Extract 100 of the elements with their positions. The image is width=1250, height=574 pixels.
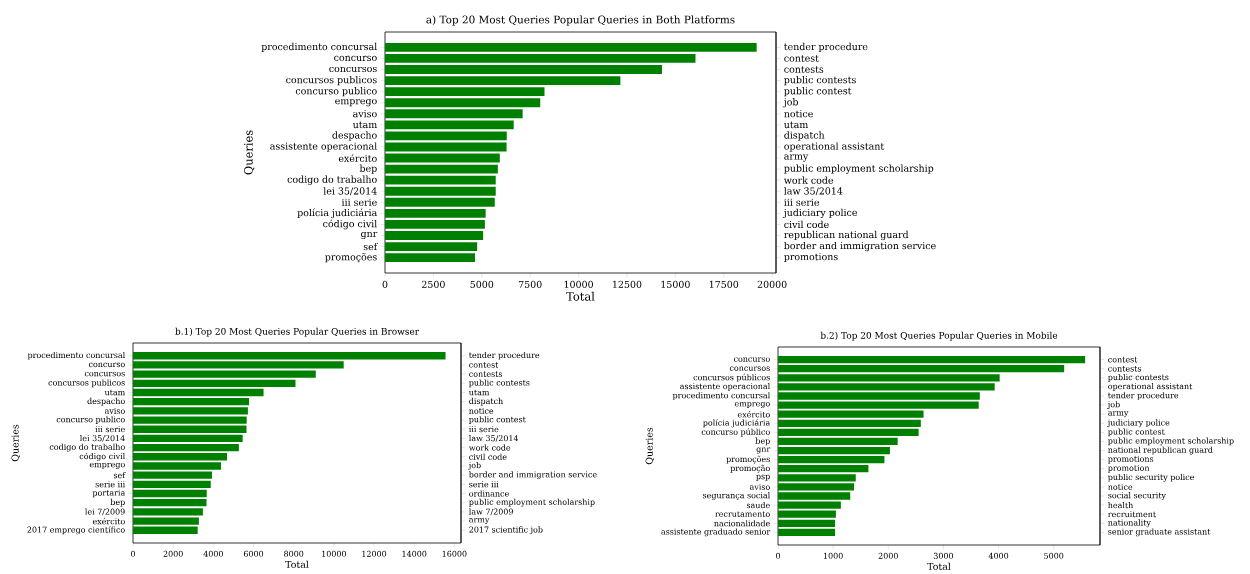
bar <box>778 410 924 418</box>
bar <box>385 186 496 196</box>
x-tick-label: 15000 <box>661 280 690 288</box>
y2-tick-label: promotions <box>784 253 838 263</box>
x-tick-label: 17500 <box>709 280 739 288</box>
bar <box>133 388 264 397</box>
x-tick-label: 2500 <box>421 280 445 288</box>
x-tick-label: 10000 <box>564 280 593 288</box>
bar <box>385 54 696 63</box>
y2-tick-label: tender procedure <box>784 42 868 52</box>
bar <box>778 419 921 427</box>
y-tick-label: concurso <box>334 55 377 62</box>
chart-title: b.2) Top 20 Most Queries Popular Queries in Mobile <box>820 331 1058 341</box>
y-tick-label: despacho <box>332 131 377 141</box>
bar <box>385 242 478 251</box>
y-tick-label: concursos <box>329 66 377 73</box>
bar <box>385 220 485 229</box>
bar <box>133 352 446 360</box>
y-tick-label: utam <box>352 121 377 129</box>
x-axis-title: Total <box>566 291 595 301</box>
chart-title: a) Top 20 Most Queries Popular Queries in Both Platforms <box>426 15 735 26</box>
bar <box>385 142 507 152</box>
bar <box>133 379 296 387</box>
y2-tick-label: contests <box>784 66 824 73</box>
y-tick-label: bep <box>359 164 377 174</box>
y-tick-label: emprego <box>335 99 377 107</box>
bar <box>778 456 885 464</box>
y-axis-title: Queries <box>244 130 255 175</box>
bar <box>778 519 836 527</box>
chart-title: b.1) Top 20 Most Queries Popular Queries in Browser <box>175 327 420 337</box>
bar <box>385 76 621 85</box>
bar <box>133 489 207 498</box>
y-tick-label: gnr <box>361 231 378 240</box>
y-axis-title: Queries <box>645 427 655 465</box>
y2-tick-label: contest <box>784 55 819 62</box>
bar <box>385 175 496 185</box>
y2-tick-label: operational assistant <box>784 142 885 152</box>
bar <box>778 437 898 446</box>
x-axis-title: Total <box>285 560 309 568</box>
bar <box>133 480 211 488</box>
y-tick-label: concurso publico <box>295 87 377 97</box>
bar <box>133 443 239 452</box>
y2-tick-label: republican national guard <box>784 230 909 241</box>
y-tick-label: assistente operacional <box>270 142 377 152</box>
x-tick-label: 5000 <box>470 280 494 288</box>
y2-tick-label: border and immigration service <box>784 241 936 252</box>
y2-tick-label: iii serie <box>784 198 820 206</box>
y2-tick-label: work code <box>783 176 834 184</box>
y-axis-title: Queries <box>11 424 21 462</box>
y-tick-label: polícia judiciária <box>297 208 377 219</box>
bar <box>385 109 523 119</box>
bar <box>385 253 476 263</box>
y2-tick-label: public employment scholarship <box>784 164 934 174</box>
x-tick-label: 12500 <box>613 280 642 288</box>
y-tick-label: iii serie <box>341 198 377 206</box>
y-tick-label: concursos publicos <box>286 76 377 86</box>
bar <box>385 42 757 52</box>
y-tick-label: exército <box>338 154 377 162</box>
bar <box>385 208 486 218</box>
bar <box>385 197 495 207</box>
bar <box>778 428 919 436</box>
y2-tick-label: notice <box>784 110 813 118</box>
y-tick-label: lei 35/2014 <box>323 187 377 196</box>
y-tick-label: sef <box>363 242 378 251</box>
bar <box>133 526 198 534</box>
bar <box>385 131 507 141</box>
y2-tick-label: utam <box>784 121 809 129</box>
y2-tick-label: job <box>782 98 798 108</box>
y2-tick-label: dispatch <box>784 131 825 141</box>
y-tick-label: procedimento concursal <box>261 42 377 52</box>
y2-tick-label: public contests <box>784 76 856 86</box>
y2-tick-label: public contest <box>784 87 852 97</box>
bar <box>385 87 545 97</box>
y-tick-label: promoções <box>325 252 377 263</box>
y2-tick-label: army <box>784 154 809 162</box>
bar <box>385 231 484 240</box>
bar <box>385 120 514 130</box>
bar <box>778 365 1065 373</box>
bar <box>778 446 890 455</box>
bar <box>778 374 1000 382</box>
y2-tick-label: judiciary police <box>782 208 857 219</box>
bar <box>778 356 1086 364</box>
x-tick-label: 0 <box>382 280 388 288</box>
bar <box>133 453 227 461</box>
x-tick-label: 7500 <box>518 280 542 288</box>
x-tick-label: 20000 <box>757 280 787 288</box>
y2-tick-label: civil code <box>784 220 829 229</box>
bar <box>385 65 662 74</box>
bar <box>385 164 498 174</box>
y-tick-label: aviso <box>353 110 377 118</box>
bar <box>133 425 247 433</box>
bar <box>778 528 836 536</box>
y-tick-label: codigo do trabalho <box>287 175 377 185</box>
bar <box>778 510 836 518</box>
bar <box>778 465 869 473</box>
x-axis-title: Total <box>927 562 951 570</box>
bar <box>133 434 243 443</box>
y2-tick-label: law 35/2014 <box>784 187 843 196</box>
bar <box>778 474 856 482</box>
bar <box>133 499 207 507</box>
